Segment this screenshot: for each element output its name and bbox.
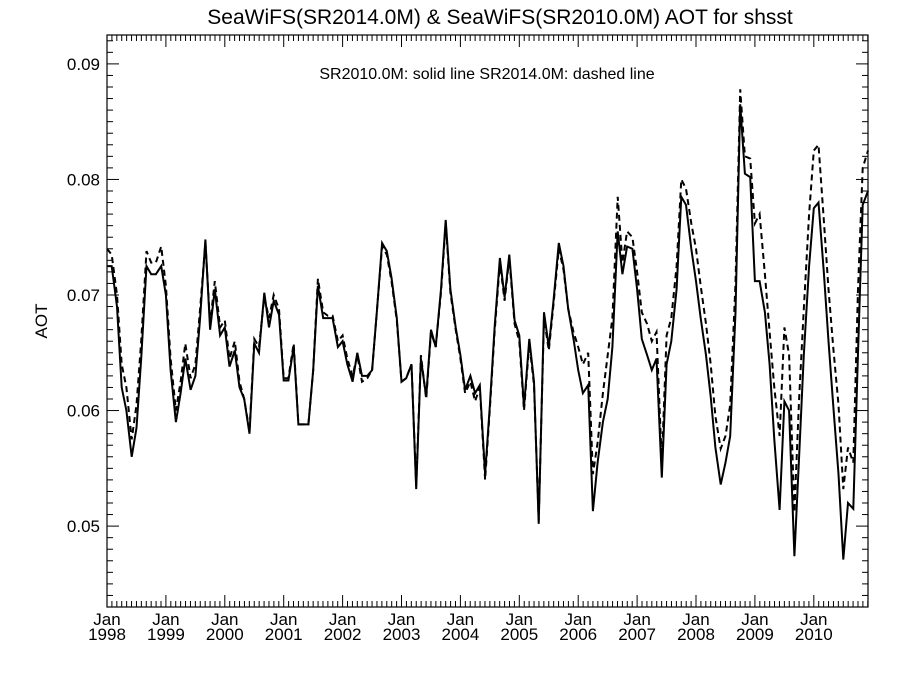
x-tick-month-label: Jan [800, 610, 827, 629]
x-tick-year-label: 1998 [88, 625, 126, 644]
x-tick-month-label: Jan [329, 610, 356, 629]
x-tick-month-label: Jan [270, 610, 297, 629]
x-tick-month-label: Jan [447, 610, 474, 629]
x-tick-year-label: 2006 [559, 625, 597, 644]
series-line-sr2014-0m [106, 89, 869, 521]
x-tick-year-label: 2003 [383, 625, 421, 644]
x-tick-month-label: Jan [623, 610, 650, 629]
x-tick-year-label: 2004 [441, 625, 479, 644]
x-tick-year-label: 2008 [677, 625, 715, 644]
x-tick-month-label: Jan [506, 610, 533, 629]
y-tick-label: 0.07 [67, 286, 100, 305]
x-tick-month-label: Jan [388, 610, 415, 629]
x-tick-month-label: Jan [682, 610, 709, 629]
x-tick-year-label: 2010 [795, 625, 833, 644]
x-tick-year-label: 2005 [500, 625, 538, 644]
chart-title: SeaWiFS(SR2014.0M) & SeaWiFS(SR2010.0M) … [207, 6, 793, 29]
legend-annotation: SR2010.0M: solid line SR2014.0M: dashed … [319, 66, 654, 83]
x-tick-month-label: Jan [564, 610, 591, 629]
x-tick-month-label: Jan [152, 610, 179, 629]
series-layer [106, 89, 869, 560]
x-tick-year-label: 2002 [324, 625, 362, 644]
plot-frame [106, 34, 869, 608]
x-tick-year-label: 2009 [736, 625, 774, 644]
y-axis-label: AOT [32, 304, 51, 339]
y-tick-label: 0.05 [67, 517, 100, 536]
y-tick-label: 0.08 [67, 170, 100, 189]
x-tick-year-label: 2000 [206, 625, 244, 644]
x-tick-year-label: 2007 [618, 625, 656, 644]
ticks-layer: 0.050.060.070.080.09Jan1998Jan1999Jan200… [67, 35, 869, 644]
x-tick-month-label: Jan [741, 610, 768, 629]
x-tick-month-label: Jan [211, 610, 238, 629]
x-tick-year-label: 2001 [265, 625, 303, 644]
y-tick-label: 0.09 [67, 55, 100, 74]
series-line-sr2010-0m [107, 104, 869, 560]
x-tick-month-label: Jan [93, 610, 120, 629]
x-tick-year-label: 1999 [147, 625, 185, 644]
y-tick-label: 0.06 [67, 402, 100, 421]
